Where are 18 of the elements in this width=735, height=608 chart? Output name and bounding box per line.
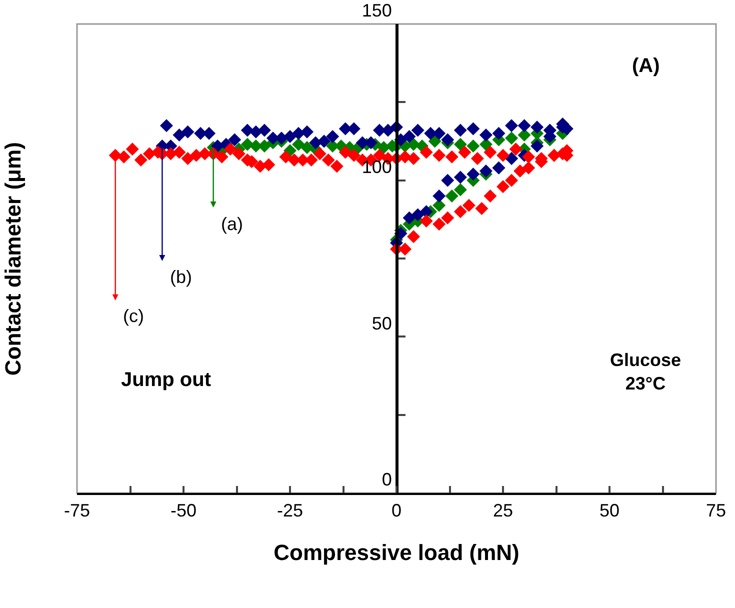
x-tick-label: -25	[276, 500, 304, 521]
annotation: Jump out	[121, 369, 212, 391]
annotation: (c)	[123, 306, 144, 326]
annotation: Glucose 23°C	[610, 350, 682, 394]
x-tick-label: 25	[492, 500, 514, 521]
x-axis-title: Compressive load (mN)	[274, 540, 520, 565]
y-tick-label: 0	[382, 470, 392, 490]
x-tick-label: 75	[706, 500, 726, 521]
x-tick-label: -50	[170, 500, 197, 521]
x-tick-label: 50	[599, 500, 620, 521]
annotation: (A)	[632, 55, 660, 77]
y-tick-label: 150	[362, 0, 392, 21]
annotation: (b)	[170, 267, 192, 287]
annotation: (a)	[221, 214, 243, 234]
y-tick-label: 50	[372, 313, 392, 334]
y-tick-label: 100	[362, 157, 392, 178]
y-axis-title: Contact diameter (μm)	[0, 142, 26, 376]
x-tick-label: -75	[64, 500, 90, 521]
